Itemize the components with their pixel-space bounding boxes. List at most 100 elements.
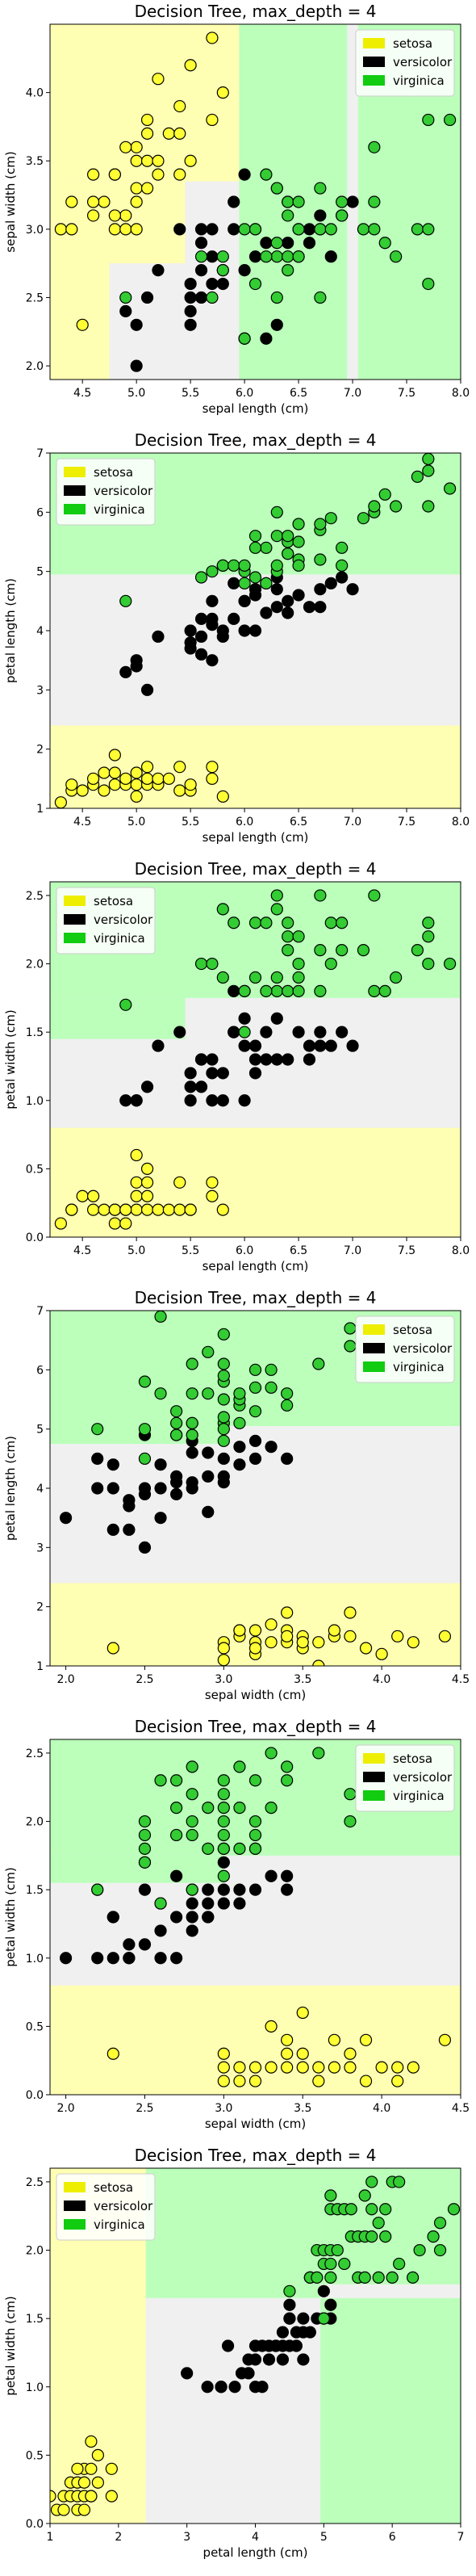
y-axis-label: petal length (cm) xyxy=(3,1436,18,1541)
x-tick-label: 6.0 xyxy=(236,1244,253,1257)
y-tick-label: 3 xyxy=(36,684,44,697)
point-versicolor xyxy=(292,1026,305,1038)
point-virginica xyxy=(270,984,283,997)
point-versicolor xyxy=(346,1039,359,1052)
point-versicolor xyxy=(228,577,240,589)
point-versicolor xyxy=(260,332,273,345)
point-virginica xyxy=(317,2312,330,2325)
point-virginica xyxy=(411,470,424,483)
point-setosa xyxy=(248,1642,262,1655)
point-versicolor xyxy=(154,1482,167,1495)
point-virginica xyxy=(282,944,294,957)
point-virginica xyxy=(314,518,327,531)
x-tick-label: 7 xyxy=(457,2531,465,2544)
point-versicolor xyxy=(238,594,251,607)
x-tick-label: 3.5 xyxy=(294,2102,311,2115)
point-setosa xyxy=(140,113,154,127)
x-tick-label: 6.0 xyxy=(236,816,253,829)
plot-area xyxy=(50,882,461,1237)
x-tick-label: 4.0 xyxy=(373,2102,390,2115)
point-versicolor xyxy=(260,237,273,250)
point-versicolor xyxy=(248,1434,262,1447)
point-virginica xyxy=(170,1774,183,1787)
point-setosa xyxy=(206,113,219,127)
point-setosa xyxy=(98,1203,111,1216)
point-virginica xyxy=(270,237,283,250)
point-setosa xyxy=(216,790,229,803)
point-setosa xyxy=(71,2462,84,2475)
point-virginica xyxy=(216,559,229,572)
point-setosa xyxy=(140,761,154,774)
point-virginica xyxy=(154,1311,167,1323)
point-setosa xyxy=(391,2075,404,2087)
point-versicolor xyxy=(346,583,359,596)
point-virginica xyxy=(217,1393,230,1406)
point-setosa xyxy=(344,2061,357,2074)
point-versicolor xyxy=(154,1458,167,1471)
point-virginica xyxy=(217,1774,230,1787)
point-versicolor xyxy=(265,1441,278,1454)
point-versicolor xyxy=(194,630,208,643)
x-tick-label: 5.0 xyxy=(127,387,145,400)
legend-swatch-setosa xyxy=(363,1753,385,1764)
chart-panel-4: 2.0 2.5 3.0 3.5 4.0 4.5 1 2 3 4 5 6 7 Decision Tree, … xyxy=(3,1288,470,1702)
point-versicolor xyxy=(123,1938,136,1951)
point-virginica xyxy=(312,1357,325,1370)
y-tick-label: 3.0 xyxy=(26,224,44,237)
legend-label-virginica: virginica xyxy=(94,2217,145,2232)
point-virginica xyxy=(217,1842,230,1855)
point-versicolor xyxy=(186,1924,198,1937)
legend: setosa versicolor virginica xyxy=(355,1315,455,1383)
point-virginica xyxy=(292,195,305,208)
legend-swatch-virginica xyxy=(363,1361,385,1372)
x-axis-label: sepal width (cm) xyxy=(205,2117,306,2131)
x-axis-label: sepal length (cm) xyxy=(203,401,309,416)
point-setosa xyxy=(312,2061,325,2074)
point-virginica xyxy=(336,541,349,554)
point-versicolor xyxy=(202,1505,215,1518)
point-versicolor xyxy=(260,1053,273,1066)
y-tick-label: 1 xyxy=(36,803,44,816)
legend-label-versicolor: versicolor xyxy=(94,484,153,498)
point-versicolor xyxy=(292,589,305,602)
point-virginica xyxy=(292,930,305,943)
point-versicolor xyxy=(238,168,251,181)
y-tick-label: 4.0 xyxy=(26,87,44,100)
point-virginica xyxy=(228,917,240,929)
point-setosa xyxy=(152,73,165,86)
point-setosa xyxy=(173,99,186,113)
point-virginica xyxy=(270,559,283,572)
point-versicolor xyxy=(238,1039,251,1052)
x-tick-label: 7.0 xyxy=(344,1244,361,1257)
point-versicolor xyxy=(202,1911,215,1924)
point-virginica xyxy=(411,944,424,957)
point-versicolor xyxy=(170,1911,183,1924)
point-virginica xyxy=(248,917,262,929)
point-virginica xyxy=(422,223,435,236)
point-virginica xyxy=(386,2271,399,2284)
y-tick-label: 1.0 xyxy=(26,1953,44,1966)
chart-panel-3: 4.5 5.0 5.5 6.0 6.5 7.0 7.5 8.0 0.0 0.5 1.0 1.5 2.0 2… xyxy=(3,859,470,1273)
x-tick-label: 2.5 xyxy=(136,2102,153,2115)
point-virginica xyxy=(216,903,229,916)
point-versicolor xyxy=(106,1523,119,1536)
point-virginica xyxy=(292,223,305,236)
point-virginica xyxy=(433,2217,447,2230)
point-setosa xyxy=(344,2047,357,2060)
point-versicolor xyxy=(106,1952,119,1965)
x-tick-label: 8.0 xyxy=(452,816,470,829)
point-virginica xyxy=(368,500,381,513)
point-virginica xyxy=(324,2189,337,2202)
decision-region-versicolor xyxy=(145,2297,321,2524)
point-virginica xyxy=(248,223,262,236)
point-versicolor xyxy=(317,2284,330,2297)
point-versicolor xyxy=(184,304,197,317)
point-virginica xyxy=(447,2203,461,2216)
point-virginica xyxy=(444,113,457,127)
point-virginica xyxy=(411,223,424,236)
point-setosa xyxy=(106,2047,119,2060)
point-virginica xyxy=(248,571,262,584)
point-virginica xyxy=(216,264,229,277)
point-versicolor xyxy=(221,2339,235,2352)
point-virginica xyxy=(270,250,283,263)
